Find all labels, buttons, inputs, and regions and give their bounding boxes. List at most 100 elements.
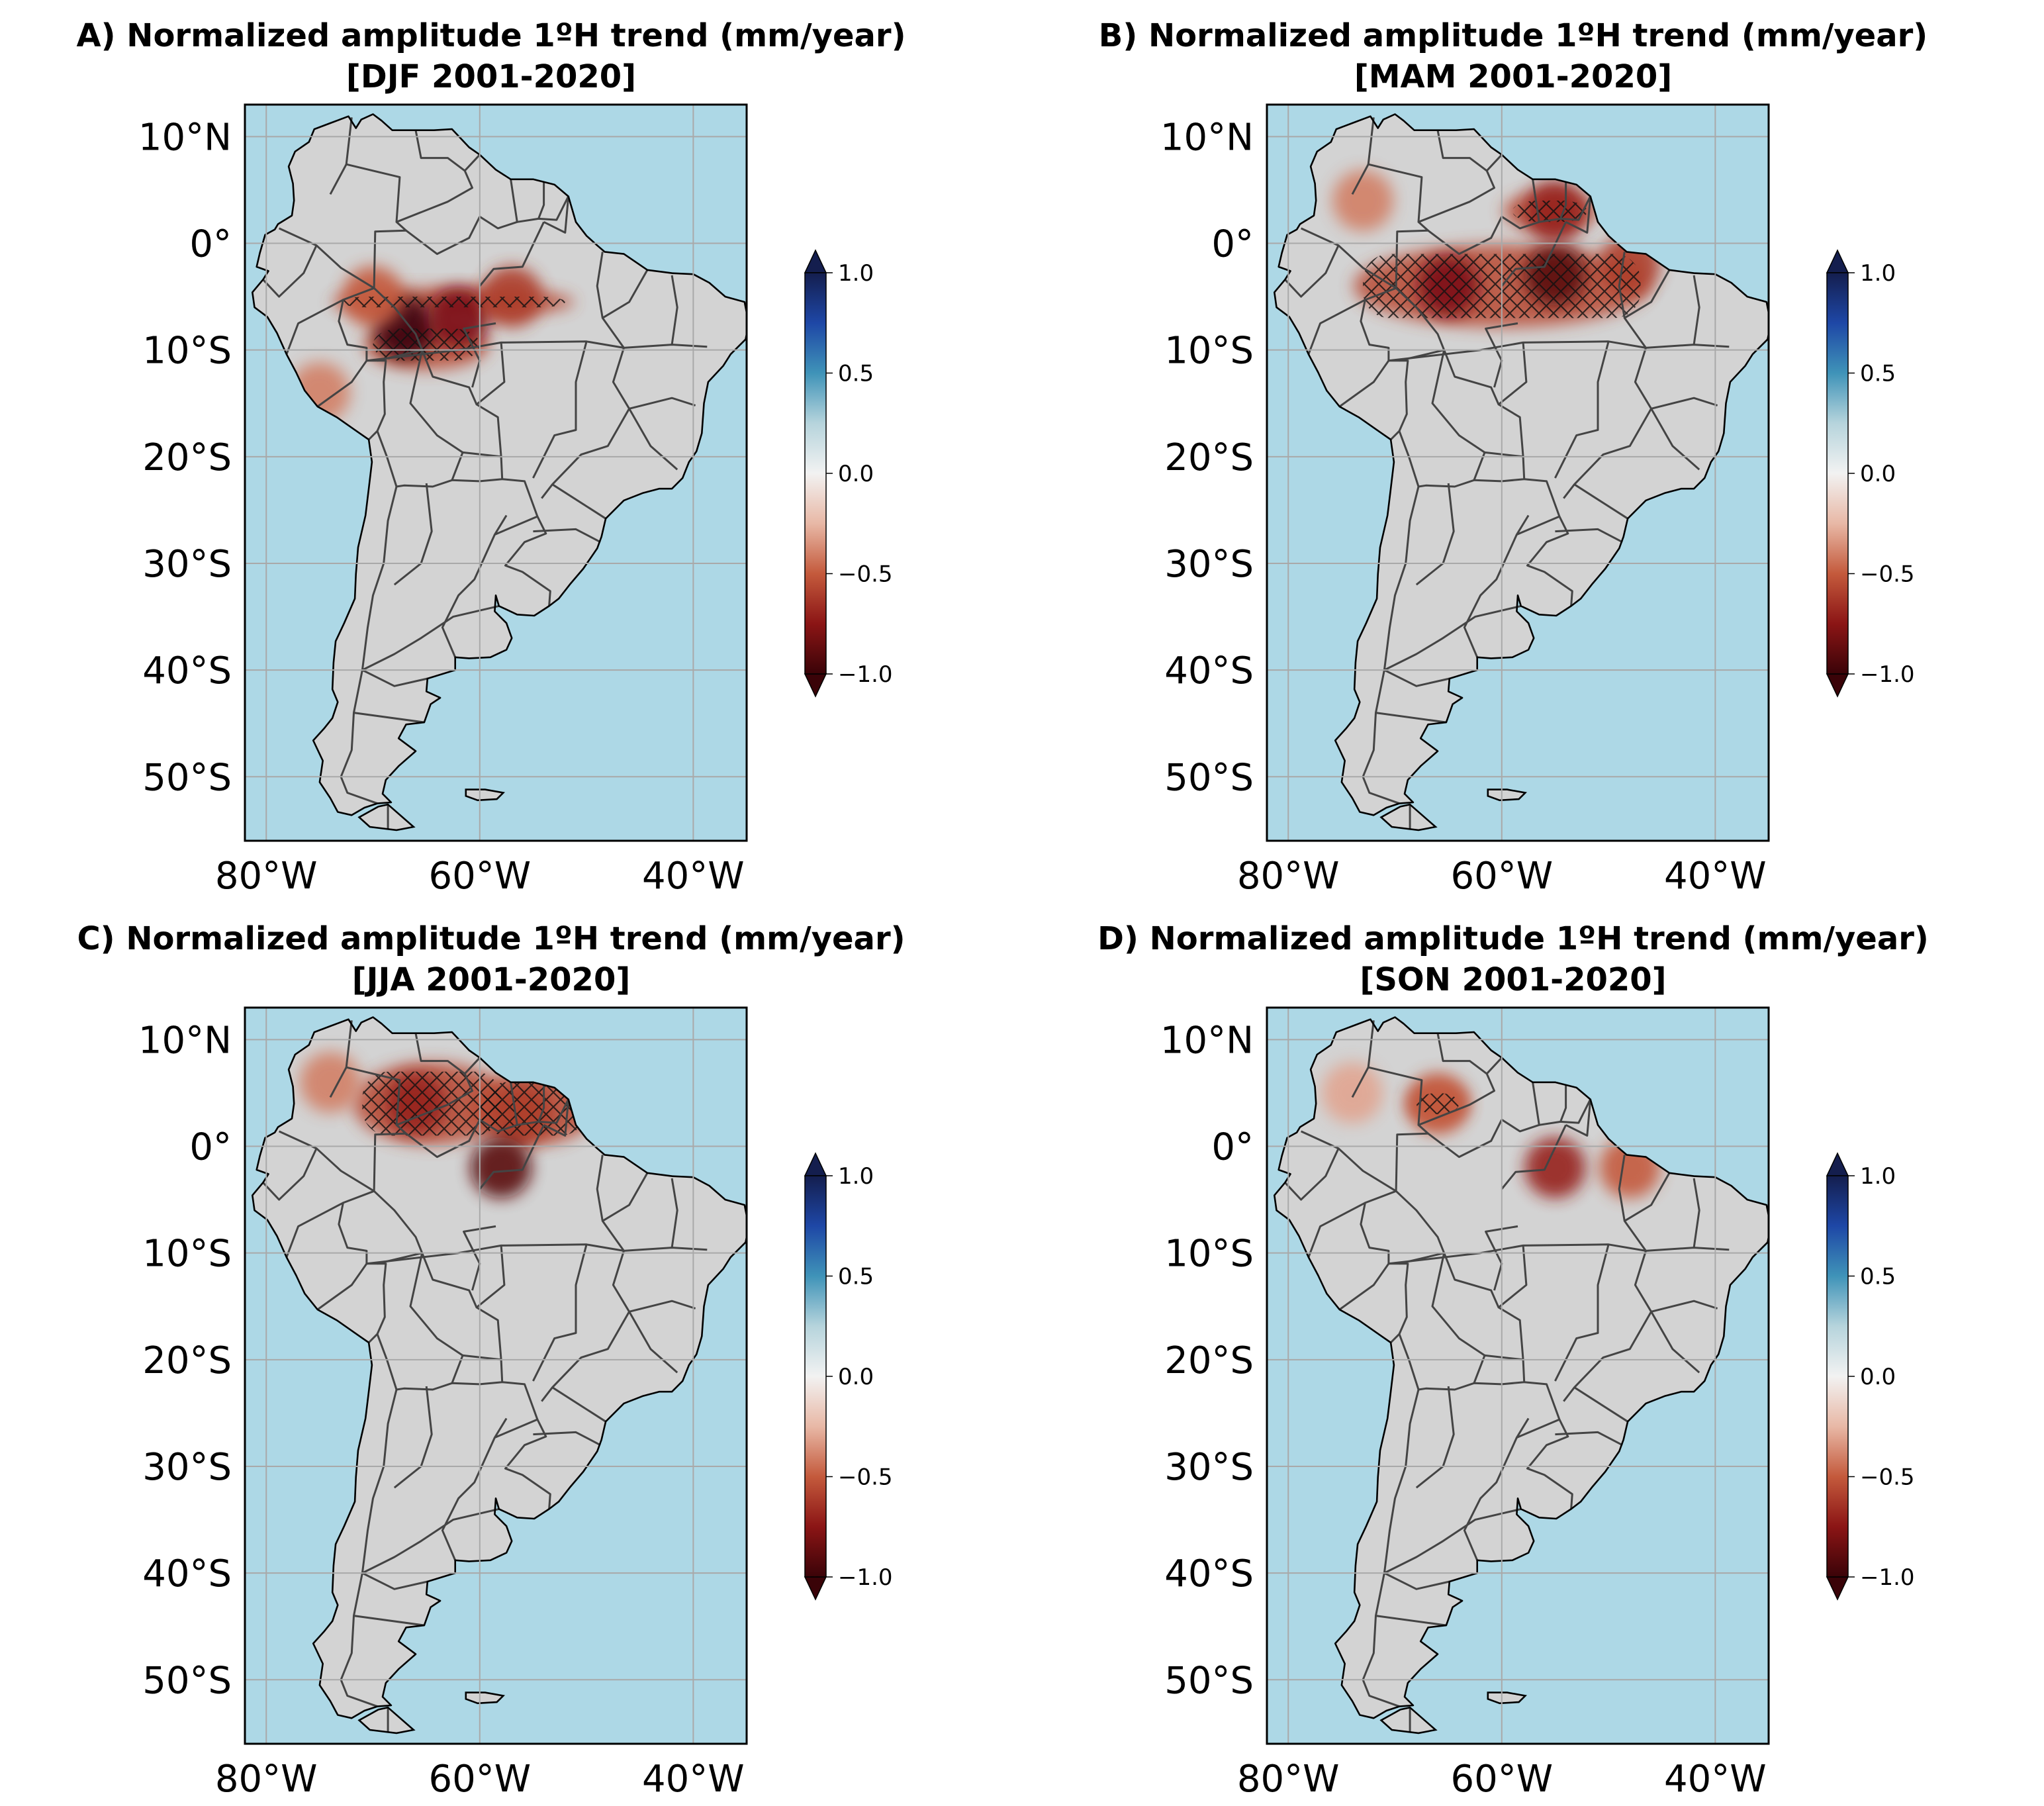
panel-a: A) Normalized amplitude 1ºH trend (mm/ye… xyxy=(0,0,1022,903)
colorbar-tick-label: 1.0 xyxy=(1860,260,1896,287)
lat-tick-label: 10°S xyxy=(1164,1233,1254,1276)
colorbar-extend-min xyxy=(804,1576,827,1601)
tierra-del-fuego xyxy=(359,804,414,830)
significance-hatching xyxy=(341,297,565,308)
lon-tick-label: 80°W xyxy=(215,1758,318,1801)
colorbar-tick-label: 0.0 xyxy=(838,1364,874,1390)
colorbar: 1.0 0.5 0.0 −0.5 −1.0 xyxy=(1826,249,1915,698)
colorbar-tick-label: 0.5 xyxy=(1860,1264,1896,1290)
colorbar-gradient xyxy=(1826,272,1849,675)
colorbar-tick-label: −0.5 xyxy=(838,1464,893,1491)
lon-tick-label: 80°W xyxy=(1237,1758,1340,1801)
colorbar-tick-label: 0.5 xyxy=(1860,361,1896,387)
map-area xyxy=(1267,105,1769,841)
colorbar-extend-max xyxy=(804,249,827,273)
map-area xyxy=(1267,1008,1769,1744)
panel-title-line1: A) Normalized amplitude 1ºH trend (mm/ye… xyxy=(76,17,906,54)
significance-hatching xyxy=(1512,201,1587,222)
lat-tick-label: 10°S xyxy=(1164,330,1254,373)
colorbar-tick-label: 0.0 xyxy=(1860,461,1896,487)
trend-patch xyxy=(1524,1137,1586,1198)
colorbar-tick-label: −0.5 xyxy=(1860,1464,1915,1491)
lon-tick-label: 40°W xyxy=(642,855,745,898)
panel-d: D) Normalized amplitude 1ºH trend (mm/ye… xyxy=(1022,903,2044,1806)
falkland-islands xyxy=(465,789,504,800)
map-frame xyxy=(1266,1006,1770,1745)
lat-tick-label: 30°S xyxy=(1164,1446,1254,1489)
lat-tick-label: 40°S xyxy=(1164,649,1254,692)
lat-tick-label: 50°S xyxy=(1164,756,1254,799)
lat-tick-label: 10°N xyxy=(1160,1019,1254,1062)
lat-tick-label: 10°N xyxy=(138,116,232,159)
graticule xyxy=(1267,105,1769,841)
colorbar-extend-max xyxy=(804,1152,827,1176)
trend-field xyxy=(300,1051,596,1198)
colorbar-tick-label: 0.0 xyxy=(1860,1364,1896,1390)
lat-tick-label: 20°S xyxy=(1164,436,1254,479)
colorbar-extend-min xyxy=(804,673,827,698)
panel-title-line1: B) Normalized amplitude 1ºH trend (mm/ye… xyxy=(1099,17,1928,54)
graticule xyxy=(245,1008,747,1744)
trend-patch xyxy=(1332,170,1394,232)
map-area xyxy=(245,1008,747,1744)
lon-tick-label: 40°W xyxy=(1664,1758,1767,1801)
lat-tick-label: 50°S xyxy=(1164,1659,1254,1702)
lat-tick-label: 0° xyxy=(189,1126,232,1169)
lat-tick-label: 0° xyxy=(189,223,232,266)
significance-hatching xyxy=(373,328,480,361)
trend-patch xyxy=(300,1051,361,1113)
colorbar-tick-label: −1.0 xyxy=(838,661,893,688)
lat-tick-label: 20°S xyxy=(142,1339,232,1382)
lat-tick-label: 0° xyxy=(1211,1126,1254,1169)
country-borders xyxy=(262,1020,708,1733)
map-frame xyxy=(1266,103,1770,842)
colorbar-tick-label: 1.0 xyxy=(1860,1163,1896,1190)
lat-tick-label: 10°S xyxy=(142,330,232,373)
colorbar-extend-max xyxy=(1826,249,1849,273)
map-frame xyxy=(244,103,748,842)
lon-tick-label: 80°W xyxy=(215,855,318,898)
colorbar-tick-label: −0.5 xyxy=(838,561,893,588)
falkland-islands xyxy=(465,1692,504,1703)
colorbar-gradient xyxy=(1826,1175,1849,1578)
panel-d-svg: D) Normalized amplitude 1ºH trend (mm/ye… xyxy=(1097,920,1929,1801)
colorbar: 1.0 0.5 0.0 −0.5 −1.0 xyxy=(804,249,893,698)
panel-title-line2: [DJF 2001-2020] xyxy=(346,58,636,95)
panel-b: B) Normalized amplitude 1ºH trend (mm/ye… xyxy=(1022,0,2044,903)
significance-hatching xyxy=(1416,1092,1460,1115)
map-area xyxy=(245,105,747,841)
lat-tick-label: 30°S xyxy=(142,1446,232,1489)
lat-tick-label: 40°S xyxy=(1164,1552,1254,1595)
colorbar: 1.0 0.5 0.0 −0.5 −1.0 xyxy=(804,1152,893,1601)
lat-tick-label: 0° xyxy=(1211,223,1254,266)
colorbar-tick-label: 0.5 xyxy=(838,1264,874,1290)
colorbar-tick-label: 0.5 xyxy=(838,361,874,387)
lon-tick-label: 60°W xyxy=(428,1758,531,1801)
falkland-islands xyxy=(1487,789,1526,800)
coastline xyxy=(1274,113,1769,816)
lat-tick-label: 50°S xyxy=(142,756,232,799)
map-frame xyxy=(244,1006,748,1745)
lat-tick-label: 50°S xyxy=(142,1659,232,1702)
lon-tick-label: 40°W xyxy=(1664,855,1767,898)
lon-tick-label: 60°W xyxy=(1450,1758,1553,1801)
lon-tick-label: 40°W xyxy=(642,1758,745,1801)
lon-tick-label: 80°W xyxy=(1237,855,1340,898)
tierra-del-fuego xyxy=(1381,804,1436,830)
falkland-islands xyxy=(1487,1692,1526,1703)
lat-tick-label: 10°S xyxy=(142,1233,232,1276)
colorbar-extend-min xyxy=(1826,1576,1849,1601)
panel-c-svg: C) Normalized amplitude 1ºH trend (mm/ye… xyxy=(77,920,905,1801)
graticule xyxy=(1267,1008,1769,1744)
colorbar-tick-label: −1.0 xyxy=(1860,1564,1915,1591)
colorbar-extend-min xyxy=(1826,673,1849,698)
panel-title-line2: [SON 2001-2020] xyxy=(1360,961,1666,998)
lat-tick-label: 30°S xyxy=(1164,543,1254,586)
lon-tick-label: 60°W xyxy=(428,855,531,898)
panel-title-line1: D) Normalized amplitude 1ºH trend (mm/ye… xyxy=(1097,920,1929,957)
coastline xyxy=(252,113,747,816)
colorbar-tick-label: 1.0 xyxy=(838,1163,874,1190)
trend-patch xyxy=(1322,1062,1383,1123)
panel-a-svg: A) Normalized amplitude 1ºH trend (mm/ye… xyxy=(76,17,906,898)
lat-tick-label: 20°S xyxy=(142,436,232,479)
